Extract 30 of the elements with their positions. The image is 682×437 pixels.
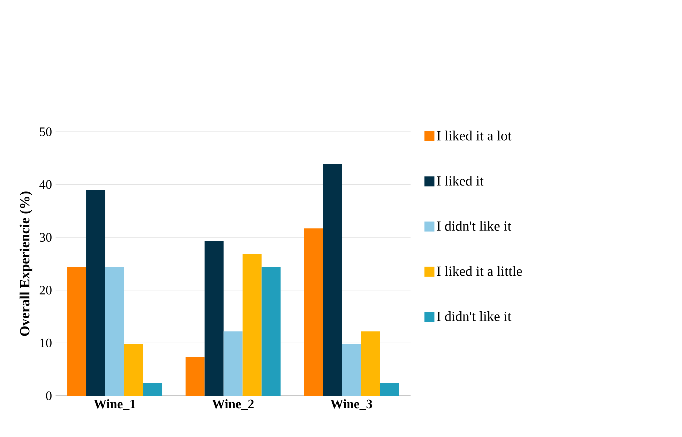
bar — [144, 383, 163, 396]
legend-label: I didn't like it — [437, 221, 512, 232]
bar — [106, 267, 125, 396]
bar — [323, 164, 342, 396]
y-tick-label: 30 — [40, 233, 52, 242]
bar — [86, 190, 106, 396]
bar — [124, 344, 144, 396]
y-tick-label: 40 — [40, 180, 52, 190]
x-tick-label: Wine_1 — [94, 400, 136, 410]
x-tick-label: Wine_3 — [330, 400, 372, 410]
bar — [204, 241, 224, 396]
legend-label: I liked it — [437, 176, 484, 186]
bar — [361, 332, 380, 396]
legend-label: I didn't like it — [437, 312, 512, 322]
y-tick-label: 10 — [40, 338, 52, 348]
bar — [186, 357, 205, 396]
bar — [262, 267, 281, 396]
y-axis-title: Overall Experiencie (%) — [20, 192, 33, 336]
bar — [68, 267, 87, 396]
bar — [224, 332, 243, 396]
legend-label: I liked it a lot — [437, 130, 512, 141]
y-tick-label: 50 — [40, 128, 52, 136]
bar — [342, 344, 362, 396]
bar — [380, 383, 400, 396]
bar — [242, 254, 262, 396]
bar — [304, 228, 324, 396]
y-tick-label: 0 — [46, 392, 52, 400]
x-tick-label: Wine_2 — [212, 400, 254, 410]
y-tick-label: 20 — [40, 286, 52, 295]
legend-label: I liked it a little — [437, 266, 522, 276]
